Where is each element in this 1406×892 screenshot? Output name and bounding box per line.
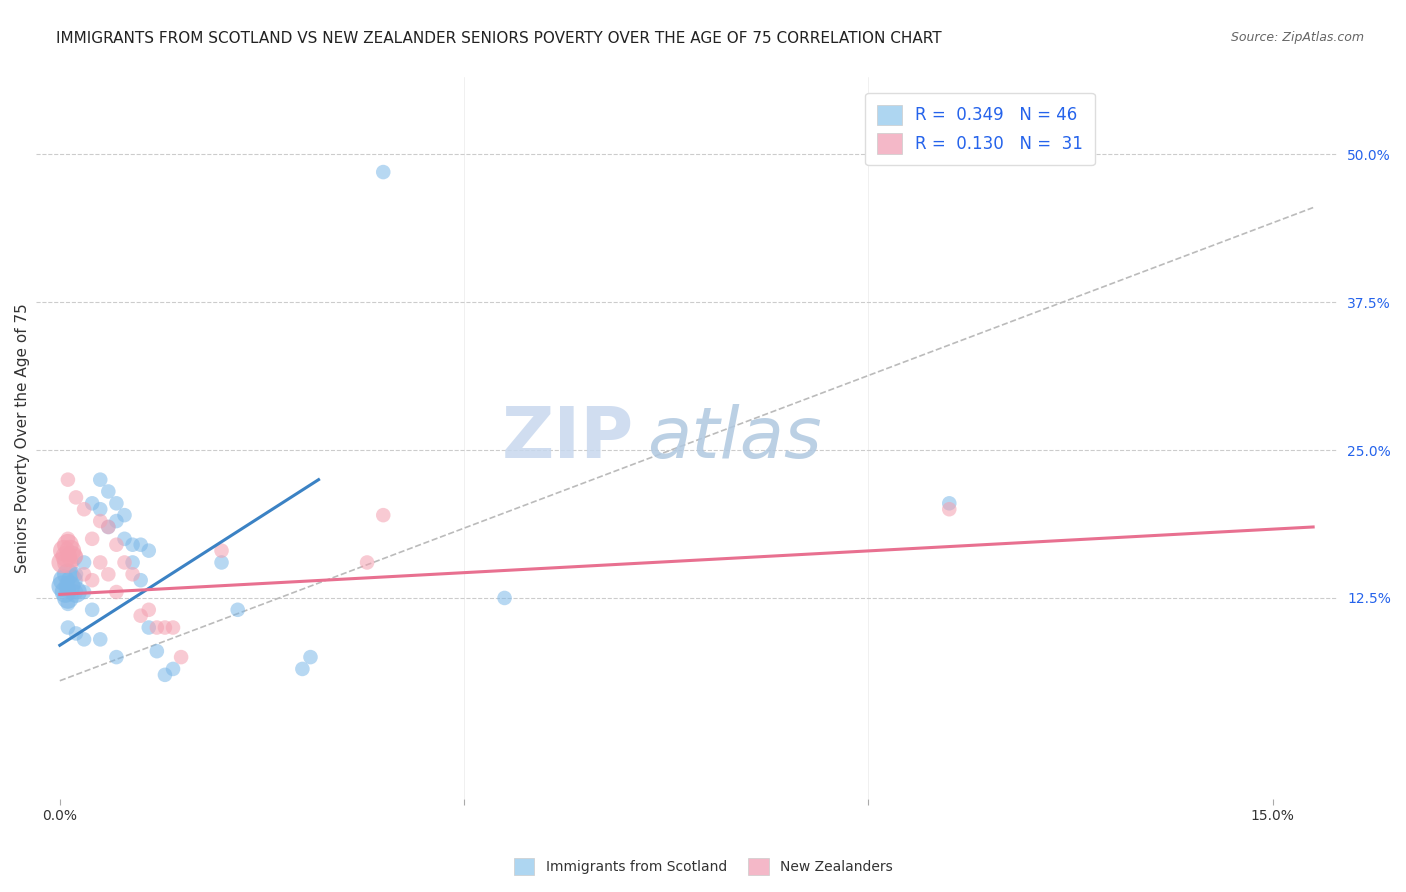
Point <box>138 621 160 635</box>
Point <box>56 579 79 593</box>
Point <box>55 585 77 599</box>
Point <box>153 621 176 635</box>
Point <box>51 556 73 570</box>
Text: IMMIGRANTS FROM SCOTLAND VS NEW ZEALANDER SENIORS POVERTY OVER THE AGE OF 75 COR: IMMIGRANTS FROM SCOTLAND VS NEW ZEALANDE… <box>56 31 942 46</box>
Point <box>146 644 169 658</box>
Point <box>105 514 128 528</box>
Point <box>56 556 79 570</box>
Point <box>82 573 104 587</box>
Point <box>356 556 378 570</box>
Point <box>938 502 960 516</box>
Point <box>211 543 233 558</box>
Point <box>73 567 96 582</box>
Point <box>51 579 73 593</box>
Point <box>89 473 111 487</box>
Point <box>129 608 152 623</box>
Point <box>65 626 87 640</box>
Point <box>56 591 79 605</box>
Point <box>373 165 395 179</box>
Point <box>89 556 111 570</box>
Point <box>73 556 96 570</box>
Point <box>56 532 79 546</box>
Point <box>89 502 111 516</box>
Point <box>82 496 104 510</box>
Point <box>97 520 120 534</box>
Point <box>373 508 395 523</box>
Point <box>114 532 136 546</box>
Point <box>129 538 152 552</box>
Point <box>121 567 143 582</box>
Point <box>299 650 322 665</box>
Point <box>121 538 143 552</box>
Point <box>138 543 160 558</box>
Point <box>211 556 233 570</box>
Point <box>89 632 111 647</box>
Point <box>73 502 96 516</box>
Point <box>65 585 87 599</box>
Point <box>60 573 83 587</box>
Point <box>162 621 184 635</box>
Point <box>52 543 75 558</box>
Point <box>56 473 79 487</box>
Point <box>56 597 79 611</box>
Point <box>60 549 83 564</box>
Point <box>65 585 87 599</box>
Point <box>97 567 120 582</box>
Point <box>226 603 249 617</box>
Point <box>82 603 104 617</box>
Point <box>56 538 79 552</box>
Point <box>153 668 176 682</box>
Point <box>170 650 193 665</box>
Point <box>105 538 128 552</box>
Point <box>146 621 169 635</box>
Point <box>59 543 82 558</box>
Legend: R =  0.349   N = 46, R =  0.130   N =  31: R = 0.349 N = 46, R = 0.130 N = 31 <box>865 93 1095 165</box>
Point <box>56 621 79 635</box>
Point <box>65 549 87 564</box>
Point <box>97 520 120 534</box>
Point <box>65 491 87 505</box>
Point <box>58 579 80 593</box>
Point <box>114 556 136 570</box>
Point <box>138 603 160 617</box>
Legend: Immigrants from Scotland, New Zealanders: Immigrants from Scotland, New Zealanders <box>508 853 898 880</box>
Point <box>121 556 143 570</box>
Point <box>65 567 87 582</box>
Point <box>56 567 79 582</box>
Point <box>938 496 960 510</box>
Point <box>55 549 77 564</box>
Point <box>494 591 516 605</box>
Point <box>73 632 96 647</box>
Point <box>105 650 128 665</box>
Text: atlas: atlas <box>647 404 823 473</box>
Point <box>105 496 128 510</box>
Point <box>82 532 104 546</box>
Text: ZIP: ZIP <box>502 404 634 473</box>
Point <box>73 585 96 599</box>
Text: Source: ZipAtlas.com: Source: ZipAtlas.com <box>1230 31 1364 45</box>
Point <box>162 662 184 676</box>
Point <box>105 585 128 599</box>
Point <box>114 508 136 523</box>
Y-axis label: Seniors Poverty Over the Age of 75: Seniors Poverty Over the Age of 75 <box>15 303 30 574</box>
Point <box>129 573 152 587</box>
Point <box>97 484 120 499</box>
Point <box>89 514 111 528</box>
Point <box>291 662 314 676</box>
Point <box>52 573 75 587</box>
